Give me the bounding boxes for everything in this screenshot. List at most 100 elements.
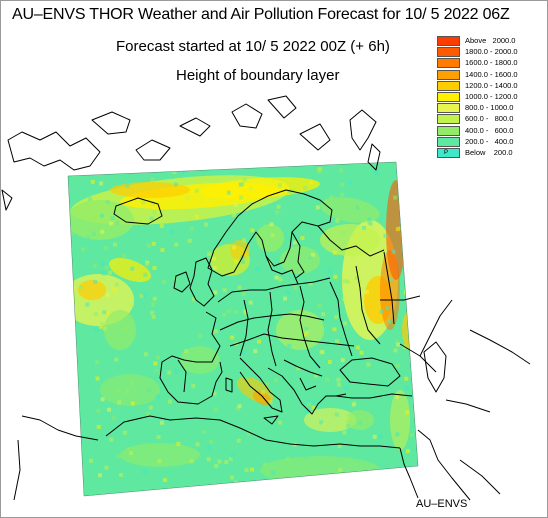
field-cell: [85, 302, 90, 307]
field-cell: [79, 459, 84, 464]
field-cell: [90, 179, 95, 184]
field-cell: [91, 231, 96, 236]
field-cell: [241, 350, 246, 355]
field-cell: [321, 312, 326, 317]
field-cell: [383, 233, 388, 238]
field-cell: [393, 195, 398, 200]
field-cell: [89, 474, 94, 479]
field-cell: [342, 430, 347, 435]
field-cell: [229, 488, 234, 493]
field-cell: [338, 474, 343, 479]
field-cell: [212, 391, 217, 396]
field-cell: [308, 255, 313, 260]
field-cell: [191, 383, 196, 388]
field-patch: [320, 224, 380, 256]
field-cell: [337, 444, 342, 448]
field-cell: [358, 421, 363, 425]
field-cell: [374, 170, 379, 175]
field-cell: [70, 367, 75, 372]
field-cell: [104, 311, 109, 315]
field-cell: [90, 183, 95, 188]
legend-swatch: [437, 47, 460, 58]
field-cell: [152, 265, 157, 270]
field-cell: [319, 350, 324, 355]
field-cell: [61, 237, 65, 241]
field-patch: [120, 443, 200, 467]
field-cell: [125, 184, 130, 188]
field-cell: [233, 202, 238, 207]
field-cell: [156, 435, 161, 440]
field-cell: [278, 420, 283, 425]
field-cell: [226, 190, 231, 195]
field-cell: [128, 179, 133, 184]
field-cell: [195, 442, 200, 447]
field-cell: [308, 486, 313, 491]
field-cell: [142, 469, 147, 474]
field-cell: [338, 468, 343, 473]
field-cell: [388, 277, 393, 282]
field-cell: [387, 320, 392, 324]
field-cell: [253, 490, 258, 495]
field-cell: [229, 238, 234, 243]
field-cell: [129, 451, 133, 455]
field-cell: [237, 404, 242, 409]
field-cell: [89, 458, 94, 463]
field-cell: [60, 326, 64, 330]
field-cell: [217, 459, 222, 464]
field-cell: [265, 381, 270, 386]
field-cell: [269, 222, 274, 227]
field-cell: [155, 370, 159, 375]
field-cell: [248, 300, 253, 305]
field-cell: [68, 422, 70, 427]
field-cell: [321, 492, 326, 496]
domain-border: [67, 161, 419, 497]
field-cell: [100, 229, 105, 234]
field-cell: [270, 259, 275, 264]
field-cell: [311, 252, 316, 257]
field-cell: [351, 402, 356, 407]
field-cell: [240, 259, 245, 264]
field-cell: [332, 250, 337, 255]
field-cell: [101, 278, 106, 283]
field-cell: [232, 245, 236, 250]
field-cell: [69, 232, 74, 237]
field-cell: [274, 210, 279, 215]
field-cell: [400, 217, 405, 221]
field-cell: [213, 290, 218, 295]
field-cell: [430, 165, 434, 169]
field-cell: [267, 325, 272, 330]
field-cell: [108, 270, 113, 275]
field-cell: [405, 410, 410, 415]
field-cell: [354, 276, 359, 280]
field-cell: [150, 201, 155, 206]
field-cell: [276, 204, 281, 209]
field-cell: [308, 281, 313, 286]
field-cell: [105, 200, 110, 204]
field-cell: [95, 376, 100, 381]
field-cell: [421, 220, 425, 224]
field-cell: [201, 430, 206, 434]
legend-swatch: [437, 80, 460, 91]
field-cell: [337, 426, 342, 430]
field-cell: [267, 260, 272, 265]
field-patch: [304, 408, 356, 432]
field-cell: [222, 288, 227, 293]
field-cell: [169, 229, 174, 234]
field-cell: [278, 277, 283, 282]
forecast-start-time: Forecast started at 10/ 5 2022 00Z (+ 6h…: [116, 38, 390, 55]
field-cell: [315, 205, 320, 210]
field-cell: [358, 204, 362, 209]
field-cell: [344, 361, 348, 366]
field-cell: [304, 408, 309, 413]
field-cell: [112, 288, 117, 293]
field-cell: [117, 400, 122, 405]
field-patch: [109, 257, 151, 283]
field-cell: [165, 162, 169, 164]
field-cell: [398, 199, 403, 204]
field-cell: [346, 424, 351, 429]
field-cell: [378, 434, 383, 439]
field-cell: [107, 407, 112, 412]
field-cell: [335, 339, 339, 344]
field-cell: [68, 275, 72, 280]
field-cell: [223, 190, 228, 195]
